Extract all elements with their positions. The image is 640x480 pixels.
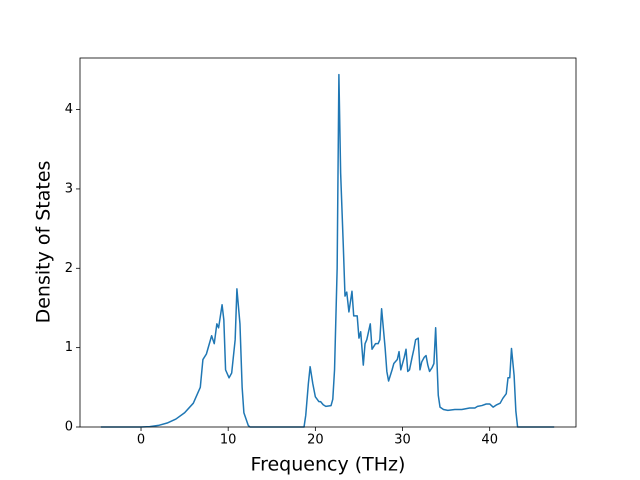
y-tick-label: 2 — [65, 261, 73, 276]
line — [100, 73, 555, 428]
plot-frame — [79, 57, 577, 428]
x-tick-label: 10 — [220, 433, 237, 448]
x-tick-label: 40 — [481, 433, 498, 448]
y-tick-label: 1 — [65, 340, 73, 355]
y-tick-label: 4 — [65, 102, 73, 117]
x-tick-label: 20 — [307, 433, 324, 448]
x-tick-label: 0 — [137, 433, 145, 448]
y-axis-label: Density of States — [33, 161, 55, 324]
y-tick-label: 0 — [65, 420, 73, 435]
y-tick-label: 3 — [65, 181, 73, 196]
x-axis-label: Frequency (THz) — [251, 454, 406, 476]
x-tick-label: 30 — [394, 433, 411, 448]
